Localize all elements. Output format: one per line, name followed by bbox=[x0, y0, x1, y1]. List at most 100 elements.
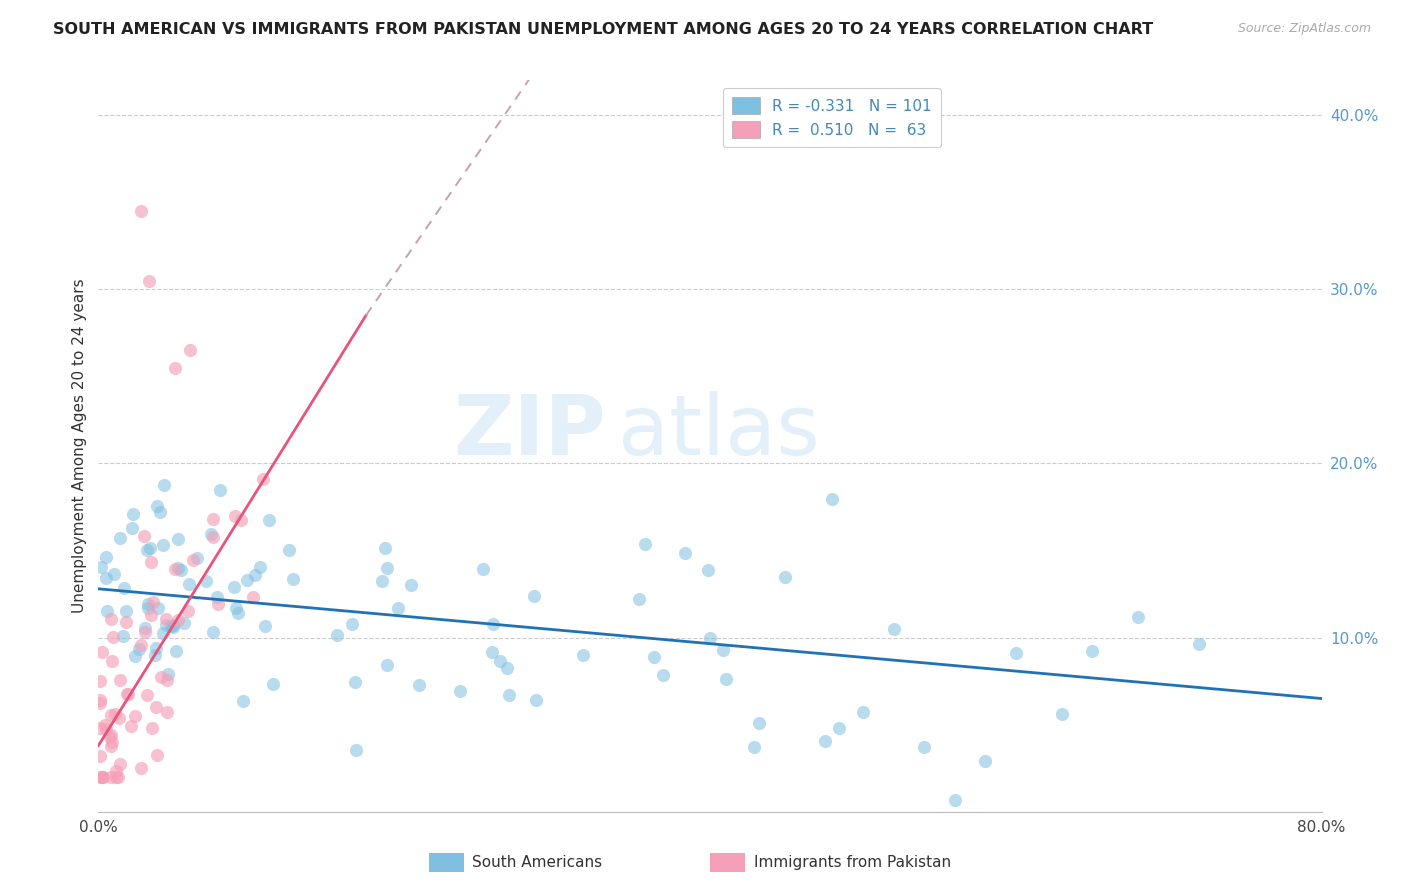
Point bbox=[121, 521, 143, 535]
Point bbox=[912, 740, 935, 755]
Point bbox=[232, 694, 254, 708]
Point bbox=[112, 581, 135, 595]
Point bbox=[205, 591, 228, 605]
Point bbox=[128, 641, 150, 656]
Point bbox=[231, 512, 253, 526]
Text: ZIP: ZIP bbox=[454, 391, 606, 472]
Point bbox=[139, 555, 162, 569]
Point bbox=[105, 770, 128, 784]
Point bbox=[249, 560, 271, 574]
Point bbox=[652, 668, 675, 682]
Point bbox=[195, 574, 218, 589]
Point bbox=[101, 734, 124, 748]
Point bbox=[449, 683, 471, 698]
Text: Immigrants from Pakistan: Immigrants from Pakistan bbox=[754, 855, 950, 870]
Point bbox=[828, 721, 851, 735]
Point bbox=[100, 770, 122, 784]
Point bbox=[207, 597, 229, 611]
Point bbox=[134, 621, 156, 635]
Point bbox=[167, 613, 190, 627]
Point bbox=[1004, 646, 1026, 660]
Point bbox=[103, 630, 125, 644]
Point bbox=[138, 274, 160, 288]
Point bbox=[111, 629, 134, 643]
Point bbox=[152, 626, 174, 640]
Point bbox=[821, 491, 844, 506]
Point bbox=[89, 674, 111, 689]
Legend: R = -0.331   N = 101, R =  0.510   N =  63: R = -0.331 N = 101, R = 0.510 N = 63 bbox=[723, 88, 941, 147]
Point bbox=[814, 734, 837, 748]
Point bbox=[89, 748, 111, 763]
Point bbox=[498, 689, 520, 703]
Point bbox=[110, 673, 132, 687]
Point bbox=[129, 638, 152, 652]
Point bbox=[628, 591, 651, 606]
Point bbox=[1081, 644, 1104, 658]
Point bbox=[374, 541, 396, 556]
Point bbox=[146, 748, 169, 763]
Point bbox=[377, 658, 399, 673]
Text: atlas: atlas bbox=[619, 391, 820, 472]
Point bbox=[90, 560, 112, 574]
Point bbox=[115, 687, 138, 701]
Point bbox=[90, 645, 112, 659]
Point bbox=[1188, 637, 1211, 651]
Point bbox=[159, 619, 181, 633]
Text: South Americans: South Americans bbox=[472, 855, 603, 870]
Point bbox=[96, 571, 118, 585]
Point bbox=[852, 705, 875, 719]
Point bbox=[120, 719, 142, 733]
Point bbox=[108, 757, 131, 772]
Point bbox=[523, 589, 546, 603]
Point bbox=[101, 654, 124, 668]
Point bbox=[408, 678, 430, 692]
Point bbox=[139, 607, 162, 622]
Point bbox=[243, 567, 266, 582]
Point bbox=[145, 700, 167, 714]
Point bbox=[183, 553, 205, 567]
Point bbox=[699, 631, 721, 645]
Point bbox=[98, 730, 121, 744]
Point bbox=[209, 483, 232, 497]
Point bbox=[711, 643, 734, 657]
Point bbox=[283, 572, 305, 586]
Point bbox=[107, 711, 129, 725]
Point bbox=[775, 569, 797, 583]
Point bbox=[145, 640, 167, 655]
Point bbox=[697, 563, 720, 577]
Point bbox=[94, 549, 117, 564]
Point bbox=[496, 661, 519, 675]
Point bbox=[156, 666, 179, 681]
Point bbox=[96, 604, 118, 618]
Point bbox=[104, 706, 127, 721]
Point bbox=[162, 617, 184, 632]
Point bbox=[186, 550, 208, 565]
Point bbox=[883, 622, 905, 636]
Point bbox=[115, 604, 138, 618]
Point bbox=[224, 508, 246, 523]
Point bbox=[136, 542, 159, 557]
Point bbox=[100, 612, 122, 626]
Point bbox=[370, 574, 392, 589]
Point bbox=[136, 597, 159, 611]
Point bbox=[714, 672, 737, 686]
Point bbox=[1050, 706, 1073, 721]
Point bbox=[103, 567, 125, 582]
Point bbox=[242, 590, 264, 604]
Point bbox=[176, 604, 198, 618]
Point bbox=[225, 601, 247, 615]
Point bbox=[91, 770, 114, 784]
Point bbox=[146, 600, 169, 615]
Point bbox=[142, 595, 165, 609]
Point bbox=[134, 624, 156, 639]
Point bbox=[387, 601, 409, 615]
Point bbox=[748, 715, 770, 730]
Point bbox=[124, 648, 146, 663]
Point bbox=[89, 696, 111, 710]
Point bbox=[124, 708, 146, 723]
Point bbox=[146, 499, 169, 513]
Point bbox=[122, 507, 145, 521]
Point bbox=[129, 203, 152, 218]
Point bbox=[136, 688, 159, 702]
Point bbox=[100, 739, 122, 754]
